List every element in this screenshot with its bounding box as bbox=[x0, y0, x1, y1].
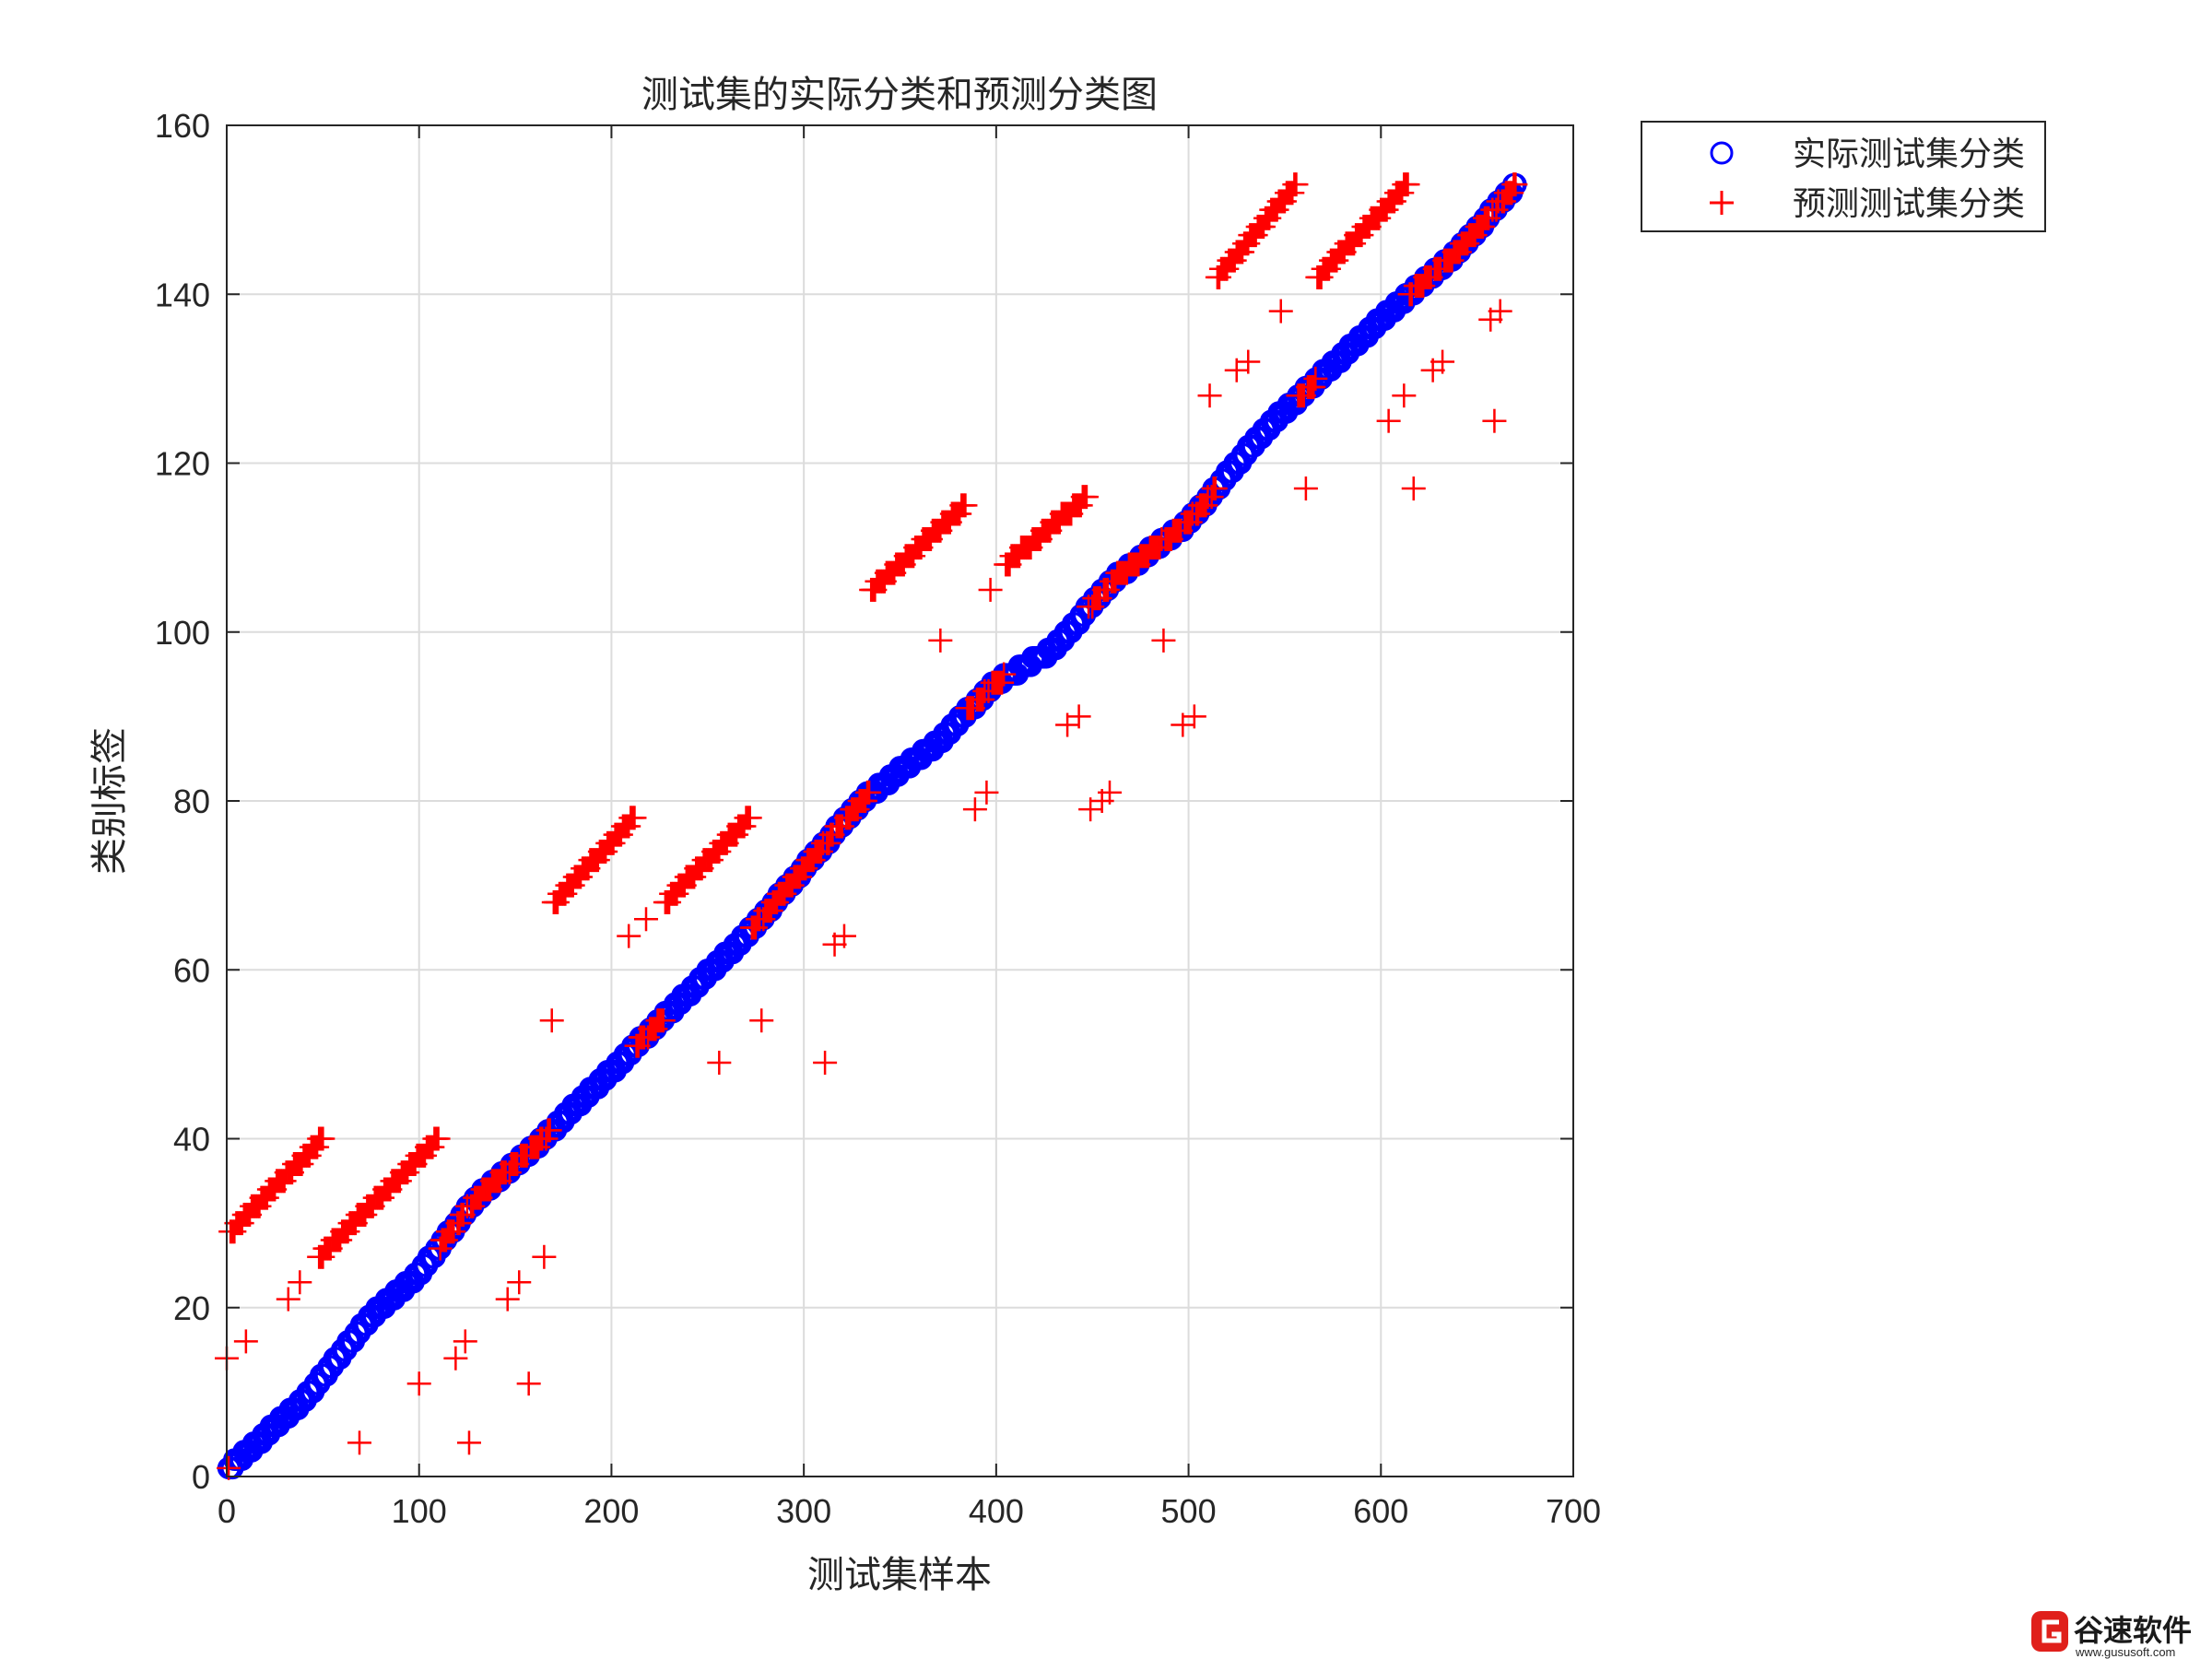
predicted-point bbox=[443, 1346, 468, 1371]
predicted-point bbox=[1097, 780, 1122, 805]
legend-label-actual: 实际测试集分类 bbox=[1793, 135, 2025, 173]
watermark-logo: 谷速软件 www.gususoft.com bbox=[2031, 1611, 2192, 1659]
predicted-point bbox=[1236, 349, 1261, 374]
legend-marker-predicted bbox=[1710, 191, 1734, 215]
predicted-point bbox=[813, 1051, 838, 1076]
predicted-point bbox=[651, 1008, 676, 1033]
predicted-point bbox=[978, 577, 1003, 602]
predicted-point bbox=[288, 1270, 312, 1295]
predicted-point bbox=[507, 1270, 532, 1295]
x-axis-label: 测试集样本 bbox=[807, 1554, 992, 1596]
y-tick-label: 140 bbox=[155, 276, 210, 313]
predicted-point bbox=[1197, 383, 1222, 408]
predicted-point bbox=[532, 1244, 557, 1269]
legend-marker-actual bbox=[1710, 141, 1734, 165]
predicted-point bbox=[276, 1287, 300, 1312]
y-tick-label: 60 bbox=[173, 951, 210, 989]
y-tick-label: 100 bbox=[155, 614, 210, 652]
predicted-point bbox=[426, 1126, 451, 1151]
y-tick-label: 160 bbox=[155, 107, 210, 145]
y-tick-label: 80 bbox=[173, 782, 210, 820]
predicted-point bbox=[495, 1287, 520, 1312]
predicted-point bbox=[406, 1371, 431, 1396]
y-axis-label: 类别标签 bbox=[88, 727, 131, 875]
predicted-point bbox=[1066, 704, 1091, 729]
predicted-point bbox=[1151, 628, 1176, 653]
predicted-point bbox=[1430, 349, 1455, 374]
predicted-point bbox=[233, 1329, 258, 1354]
x-tick-label: 700 bbox=[1546, 1492, 1601, 1530]
legend: 实际测试集分类 预测测试集分类 bbox=[1641, 121, 2046, 232]
predicted-point bbox=[622, 806, 647, 830]
predicted-point bbox=[1395, 172, 1420, 197]
predicted-point bbox=[1284, 172, 1309, 197]
predicted-point bbox=[456, 1430, 481, 1455]
y-tick-label: 120 bbox=[155, 445, 210, 483]
predicted-point bbox=[857, 780, 882, 805]
legend-box bbox=[1641, 121, 2046, 232]
predicted-point bbox=[539, 1008, 564, 1033]
predicted-point bbox=[347, 1430, 372, 1455]
logo-icon bbox=[2031, 1611, 2068, 1652]
plot-area: 0 100 200 300 400 500 600 700 0 20 40 60 80 100 120 14… bbox=[155, 107, 1601, 1530]
predicted-point bbox=[311, 1126, 335, 1151]
x-tick-label: 100 bbox=[392, 1492, 447, 1530]
predicted-point bbox=[1503, 172, 1528, 197]
predicted-point bbox=[831, 924, 856, 948]
x-tick-labels: 0 100 200 300 400 500 600 700 bbox=[218, 1492, 1601, 1530]
predicted-point bbox=[1392, 383, 1417, 408]
x-tick-label: 400 bbox=[969, 1492, 1024, 1530]
y-tick-label: 40 bbox=[173, 1121, 210, 1159]
grid-lines bbox=[227, 125, 1573, 1477]
x-tick-label: 500 bbox=[1161, 1492, 1217, 1530]
watermark-brand: 谷速软件 bbox=[2074, 1613, 2192, 1648]
watermark-url: www.gususoft.com bbox=[2075, 1645, 2175, 1659]
predicted-point bbox=[749, 1008, 774, 1033]
predicted-point bbox=[974, 780, 999, 805]
predicted-point bbox=[1376, 408, 1401, 433]
predicted-point bbox=[707, 1051, 732, 1076]
predicted-point bbox=[516, 1371, 541, 1396]
predicted-point bbox=[1401, 476, 1426, 500]
x-tick-label: 600 bbox=[1353, 1492, 1408, 1530]
logo-glyph bbox=[2041, 1619, 2062, 1643]
x-tick-label: 300 bbox=[776, 1492, 831, 1530]
predicted-series bbox=[215, 172, 1528, 1480]
predicted-point bbox=[962, 797, 987, 822]
y-tick-label: 0 bbox=[192, 1458, 210, 1496]
y-tick-label: 20 bbox=[173, 1289, 210, 1327]
tick-marks bbox=[226, 124, 1574, 1477]
predicted-point bbox=[537, 1118, 562, 1143]
predicted-point bbox=[453, 1329, 477, 1354]
x-tick-label: 200 bbox=[583, 1492, 639, 1530]
predicted-point bbox=[1293, 476, 1318, 500]
legend-label-predicted: 预测测试集分类 bbox=[1793, 185, 2025, 223]
predicted-point bbox=[928, 628, 953, 653]
predicted-point bbox=[992, 662, 1017, 687]
predicted-point bbox=[1182, 704, 1206, 729]
predicted-point bbox=[737, 806, 762, 830]
predicted-point bbox=[953, 493, 978, 518]
predicted-point bbox=[1303, 366, 1328, 391]
predicted-point bbox=[1488, 299, 1512, 324]
predicted-point bbox=[1482, 408, 1507, 433]
predicted-point bbox=[1074, 485, 1099, 510]
y-tick-labels: 0 20 40 60 80 100 120 140 160 bbox=[155, 107, 210, 1496]
predicted-point bbox=[617, 924, 641, 948]
chart-title: 测试集的实际分类和预测分类图 bbox=[641, 74, 1158, 116]
predicted-point bbox=[1268, 299, 1293, 324]
predicted-point bbox=[1203, 476, 1228, 500]
x-tick-label: 0 bbox=[218, 1492, 236, 1530]
predicted-point bbox=[633, 907, 658, 932]
